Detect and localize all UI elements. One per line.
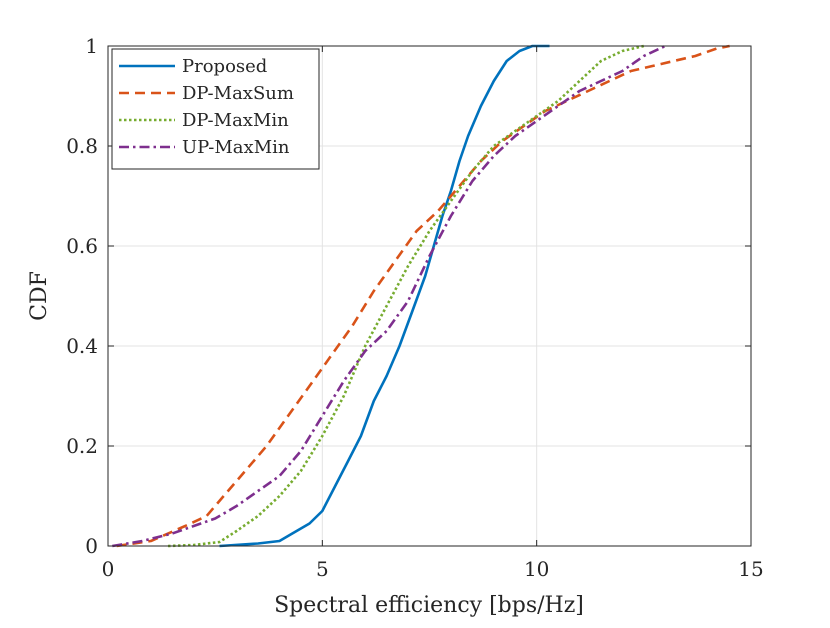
legend-label-proposed: Proposed (182, 56, 267, 77)
x-tick-label-3: 15 (738, 557, 763, 581)
y-tick-label-0: 0 (85, 534, 98, 558)
axes-box (107, 45, 752, 547)
y-tick-label-5: 1 (85, 34, 98, 58)
y-axis-label: CDF (27, 271, 52, 321)
y-tick-label-2: 0.4 (66, 334, 98, 358)
legend-entries: Proposed DP-MaxSum DP-MaxMin UP-MaxMin (119, 56, 294, 158)
legend-label-up-maxmin: UP-MaxMin (182, 137, 290, 158)
x-tick-label-1: 5 (316, 557, 329, 581)
series-line-dp-maxsum (116, 44, 730, 548)
legend-label-dp-maxsum: DP-MaxSum (182, 83, 294, 104)
x-axis-label: Spectral efficiency [bps/Hz] (274, 593, 584, 618)
legend-box (111, 48, 320, 170)
y-tick-label-4: 0.8 (66, 134, 98, 158)
x-tick-label-2: 10 (524, 557, 549, 581)
legend: Proposed DP-MaxSum DP-MaxMin UP-MaxMin (111, 48, 320, 170)
y-tick-label-1: 0.2 (66, 434, 98, 458)
legend-label-dp-maxmin: DP-MaxMin (182, 110, 289, 131)
series-line-dp-maxmin (167, 44, 645, 548)
series-lines (112, 44, 730, 548)
axis-ticks: 0 5 10 15 0 0.2 0.4 0.6 0.8 1 (66, 34, 764, 581)
series-line-up-maxmin (112, 44, 666, 548)
series-line-proposed (219, 44, 550, 548)
y-tick-label-3: 0.6 (66, 234, 98, 258)
x-tick-label-0: 0 (102, 557, 115, 581)
